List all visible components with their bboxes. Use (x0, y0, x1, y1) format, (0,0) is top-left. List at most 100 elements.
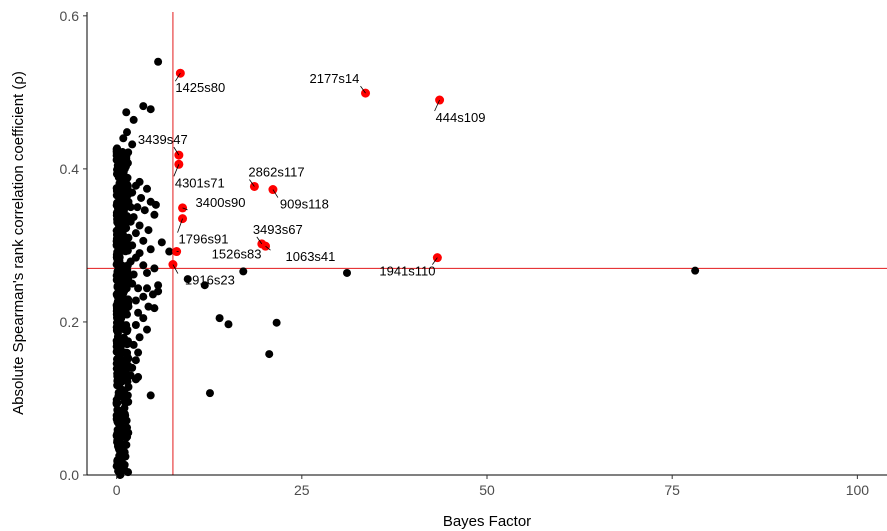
data-point (112, 151, 121, 160)
point-label: 3439s47 (138, 132, 188, 147)
point-label: 1425s80 (175, 80, 225, 95)
data-point (134, 308, 143, 317)
data-point (114, 320, 123, 329)
data-point (113, 267, 122, 276)
point-label: 3493s67 (253, 222, 303, 237)
data-point (146, 245, 155, 254)
data-point (112, 201, 121, 210)
data-point (116, 376, 125, 385)
data-point (126, 257, 135, 266)
data-point (691, 266, 700, 275)
data-point (114, 388, 123, 397)
data-point (139, 261, 148, 270)
point-label: 1941s110 (379, 264, 435, 279)
data-point (113, 398, 122, 407)
data-point (144, 226, 153, 235)
data-point (113, 329, 122, 338)
data-point (112, 240, 121, 249)
data-point (118, 148, 127, 157)
data-point (117, 175, 126, 184)
data-point (128, 279, 137, 288)
data-point (272, 318, 281, 327)
data-point (183, 275, 192, 284)
label-leader-line (249, 179, 255, 187)
data-point (114, 165, 123, 174)
data-point (205, 389, 214, 398)
y-tick-label: 0.6 (60, 8, 80, 24)
data-point (131, 356, 140, 365)
y-axis-ticks: 0.0 0.2 0.4 0.6 (60, 8, 87, 483)
data-point (113, 301, 122, 310)
y-tick-label: 0.2 (60, 314, 80, 330)
data-point (128, 363, 137, 372)
data-point (113, 251, 122, 260)
label-leader-line (173, 164, 180, 177)
data-point (124, 302, 133, 311)
data-point (112, 359, 121, 368)
data-point (154, 287, 163, 296)
point-labels: 1425s80 2177s14 444s109 3439s47 4301s71 2862s… (138, 71, 486, 287)
data-point (113, 410, 122, 419)
data-point (224, 320, 233, 329)
data-point (123, 348, 132, 357)
data-point (135, 221, 144, 230)
data-point (117, 157, 126, 166)
data-point (117, 440, 126, 449)
data-point (113, 283, 122, 292)
data-point (135, 333, 144, 342)
data-point (123, 241, 131, 250)
data-points (112, 57, 700, 479)
data-point (131, 181, 140, 190)
data-point (118, 207, 127, 216)
data-point (113, 230, 122, 239)
data-point (122, 284, 131, 293)
data-point (143, 325, 151, 334)
data-point (143, 284, 151, 293)
data-point (119, 425, 128, 434)
label-leader-line (360, 85, 366, 94)
point-label: 3400s90 (196, 195, 246, 210)
x-tick-label: 25 (294, 482, 310, 498)
data-point (343, 268, 351, 277)
y-axis-title: Absolute Spearman's rank correlation coe… (10, 71, 27, 415)
data-point (151, 200, 160, 209)
data-point (146, 391, 155, 400)
data-point (139, 236, 148, 245)
data-point (154, 57, 163, 66)
x-axis-ticks: 0 25 50 75 100 (113, 475, 869, 498)
data-point (150, 264, 159, 273)
data-point (134, 348, 143, 357)
data-point (116, 343, 125, 352)
data-point (124, 233, 133, 242)
label-leader-line (177, 218, 183, 233)
label-leader-line (182, 207, 188, 211)
label-leader-line (173, 146, 180, 156)
data-point (134, 284, 143, 293)
label-leader-line (174, 73, 181, 82)
x-tick-label: 50 (479, 482, 495, 498)
data-point (120, 325, 129, 334)
data-point (140, 206, 149, 215)
data-point (137, 193, 146, 202)
label-leader-line (256, 236, 263, 245)
label-leader-line (432, 257, 438, 265)
data-point (239, 267, 248, 276)
point-label: 1916s23 (185, 273, 235, 288)
y-tick-label: 0.0 (60, 467, 80, 483)
data-point (215, 314, 224, 323)
data-point (115, 455, 124, 464)
data-point (118, 224, 127, 233)
data-point (116, 274, 125, 283)
data-point (139, 292, 148, 301)
label-leader-line (434, 99, 440, 112)
data-point (150, 210, 159, 219)
data-point (112, 310, 121, 319)
data-point (200, 281, 209, 290)
data-point (123, 128, 131, 137)
data-point (120, 195, 129, 204)
data-point (133, 203, 142, 212)
data-point (122, 398, 131, 407)
data-point (129, 340, 138, 349)
data-point (165, 247, 174, 256)
